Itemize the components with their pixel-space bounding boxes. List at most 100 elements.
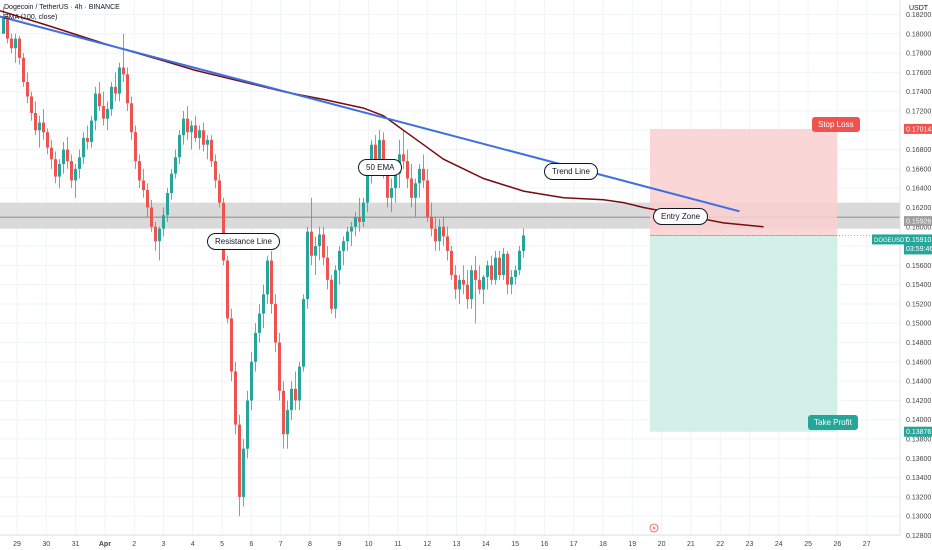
x-tick-label: 26 (834, 541, 842, 548)
candle-body (206, 139, 209, 145)
candle-body (198, 130, 201, 138)
candle-body (374, 144, 377, 160)
candle-body (122, 67, 125, 75)
candle-body (390, 188, 393, 198)
resistance-price-tag-bg (904, 216, 932, 227)
candle-body (442, 226, 445, 237)
y-tick-label: 0.17400 (906, 89, 931, 96)
candle-body (366, 173, 369, 203)
lightning-icon[interactable] (649, 523, 659, 533)
x-tick-label: 22 (716, 541, 724, 548)
symbol-tag: DOGEUSDT (874, 238, 908, 244)
symbol-title: Dogecoin / TetherUS · 4h · BINANCE (4, 4, 120, 11)
take-profit-price-tag-bg (904, 426, 932, 437)
trend-line (0, 15, 740, 213)
candle-body (458, 279, 461, 290)
x-tick-label: 19 (628, 541, 636, 548)
candle-body (462, 279, 465, 285)
candle-body (78, 157, 81, 169)
candle-body (426, 180, 429, 218)
candle-body (114, 86, 117, 94)
candle-body (434, 228, 437, 242)
candle-body (150, 207, 153, 227)
take-profit-zone (650, 235, 837, 432)
candle-body (154, 226, 157, 242)
x-tick-label: 30 (42, 541, 50, 548)
candle-body (502, 253, 505, 275)
ema-callout: 50 EMA (358, 159, 403, 176)
y-tick-label: 0.15000 (906, 321, 931, 328)
candle-body (490, 265, 493, 280)
candle-body (266, 260, 269, 295)
x-tick-label: 7 (279, 541, 283, 548)
y-tick-label: 0.17600 (906, 70, 931, 77)
candle-body (194, 125, 197, 138)
y-tick-label: 0.16400 (906, 186, 931, 193)
candle-body (130, 103, 133, 133)
candle-body (46, 132, 49, 148)
candle-body (254, 332, 257, 362)
y-tick-label: 0.14000 (906, 417, 931, 424)
y-tick-label: 0.15200 (906, 301, 931, 308)
candle-body (42, 122, 45, 133)
candle-body (438, 226, 441, 242)
x-tick-label: 11 (394, 541, 401, 548)
candle-body (110, 86, 113, 110)
x-tick-label: 3 (162, 541, 166, 548)
candle-body (342, 241, 345, 251)
candle-body (330, 279, 333, 309)
x-tick-label: 29 (13, 541, 21, 548)
candle-body (510, 276, 513, 285)
y-tick-label: 0.17800 (906, 51, 931, 58)
candle-body (314, 246, 317, 256)
x-tick-label: 8 (308, 541, 312, 548)
candle-body (310, 231, 313, 256)
candle-body (422, 168, 425, 181)
y-tick-label: 0.13000 (906, 514, 931, 521)
candle-body (446, 236, 449, 251)
candle-body (318, 234, 321, 247)
candle-body (362, 202, 365, 222)
y-tick-label: 0.14600 (906, 359, 931, 366)
candle-body (466, 284, 469, 300)
x-tick-label: 31 (72, 541, 80, 548)
x-tick-label: 10 (365, 541, 373, 548)
stop-loss-price-tag: 0.17014 (906, 126, 931, 133)
y-tick-label: 0.13200 (906, 494, 931, 501)
candle-body (286, 410, 289, 435)
candle-body (226, 260, 229, 319)
candle-body (514, 270, 517, 277)
indicator-legend[interactable]: EMA (100, close) (4, 14, 58, 21)
candle-body (306, 231, 309, 300)
x-tick-label: 5 (220, 541, 224, 548)
candle-body (50, 147, 53, 160)
candle-body (258, 313, 261, 333)
candle-body (418, 168, 421, 184)
candle-body (454, 275, 457, 290)
candle-body (82, 137, 85, 158)
candle-body (358, 217, 361, 222)
candle-body (262, 294, 265, 314)
candle-body (294, 388, 297, 401)
candle-body (26, 82, 29, 97)
candle-body (186, 118, 189, 133)
x-tick-label: 20 (658, 541, 666, 548)
y-tick-label: 0.13600 (906, 456, 931, 463)
candle-body (190, 125, 193, 133)
x-tick-label: 17 (570, 541, 578, 548)
candle-body (334, 270, 337, 309)
candle-body (406, 161, 409, 179)
candle-body (166, 192, 169, 216)
x-tick-label: 23 (746, 541, 754, 548)
entry-zone-callout: Entry Zone (653, 208, 709, 225)
candle-body (474, 270, 477, 280)
x-tick-label: 12 (423, 541, 431, 548)
y-tick-label: 0.15400 (906, 282, 931, 289)
current-price-tag-bg (904, 234, 932, 255)
candle-body (326, 257, 329, 280)
candle-body (214, 161, 217, 181)
x-tick-label: 24 (775, 541, 783, 548)
candle-body (282, 390, 285, 435)
candle-body (410, 178, 413, 198)
